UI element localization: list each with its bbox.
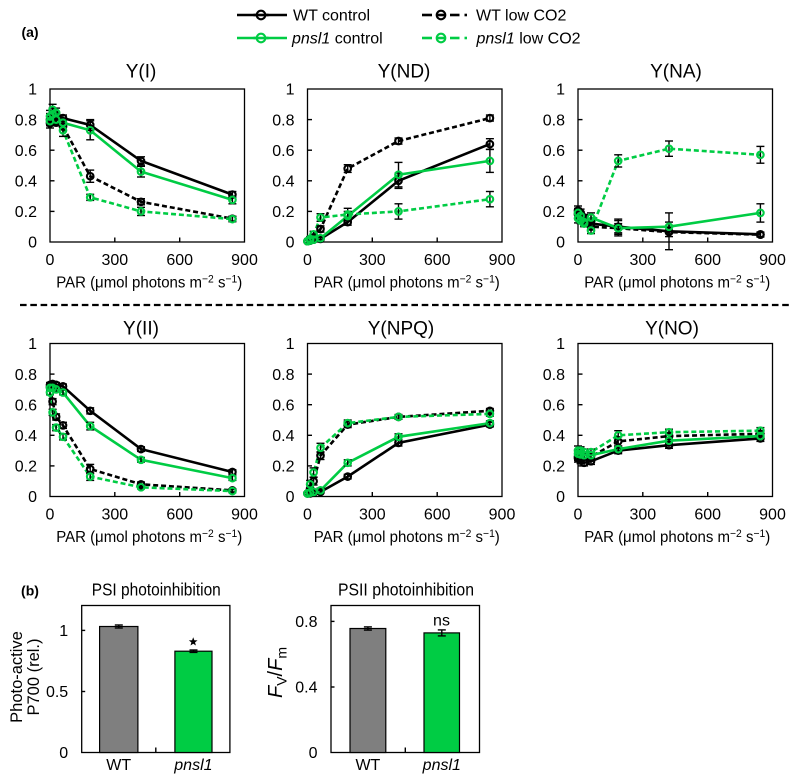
svg-text:900: 900 bbox=[759, 252, 786, 269]
svg-text:300: 300 bbox=[101, 507, 128, 524]
svg-text:ns: ns bbox=[433, 613, 450, 630]
svg-text:Y(NPQ): Y(NPQ) bbox=[368, 319, 435, 340]
svg-text:WT low CO2: WT low CO2 bbox=[476, 8, 566, 25]
svg-text:0.4: 0.4 bbox=[272, 428, 294, 445]
svg-text:PAR (μmol photons m−2 s−1): PAR (μmol photons m−2 s−1) bbox=[314, 528, 500, 546]
svg-text:(a): (a) bbox=[21, 24, 38, 40]
svg-text:600: 600 bbox=[424, 252, 451, 269]
svg-text:0.2: 0.2 bbox=[543, 204, 565, 221]
svg-text:PSII photoinhibition: PSII photoinhibition bbox=[338, 580, 474, 600]
svg-text:(b): (b) bbox=[21, 583, 39, 599]
svg-text:0: 0 bbox=[309, 745, 318, 762]
svg-text:0.8: 0.8 bbox=[543, 112, 565, 129]
svg-text:0.8: 0.8 bbox=[15, 112, 37, 129]
svg-text:0: 0 bbox=[303, 507, 312, 524]
svg-text:600: 600 bbox=[166, 252, 193, 269]
svg-text:WT: WT bbox=[355, 757, 380, 774]
svg-text:0.6: 0.6 bbox=[15, 397, 37, 414]
svg-text:1: 1 bbox=[556, 336, 565, 353]
svg-text:0.2: 0.2 bbox=[272, 459, 294, 476]
svg-text:0: 0 bbox=[46, 507, 55, 524]
svg-text:0.5: 0.5 bbox=[46, 684, 68, 701]
svg-text:Photo-active: Photo-active bbox=[8, 631, 26, 723]
svg-text:900: 900 bbox=[231, 252, 258, 269]
svg-text:Y(I): Y(I) bbox=[126, 62, 157, 83]
svg-text:0.2: 0.2 bbox=[543, 459, 565, 476]
svg-text:Y(NO): Y(NO) bbox=[645, 319, 699, 340]
svg-text:PAR (μmol photons m−2 s−1): PAR (μmol photons m−2 s−1) bbox=[314, 274, 500, 292]
svg-text:300: 300 bbox=[629, 252, 656, 269]
svg-text:WT: WT bbox=[106, 757, 131, 774]
svg-text:0: 0 bbox=[46, 252, 55, 269]
svg-text:1: 1 bbox=[286, 336, 295, 353]
svg-text:0: 0 bbox=[28, 489, 37, 506]
svg-text:0: 0 bbox=[28, 235, 37, 252]
svg-text:Y(NA): Y(NA) bbox=[650, 62, 702, 83]
svg-text:0.4: 0.4 bbox=[272, 174, 294, 191]
svg-text:900: 900 bbox=[759, 507, 786, 524]
svg-text:600: 600 bbox=[694, 252, 721, 269]
svg-text:Y(ND): Y(ND) bbox=[378, 62, 431, 83]
svg-text:0.6: 0.6 bbox=[543, 397, 565, 414]
svg-text:PAR (μmol photons m−2 s−1): PAR (μmol photons m−2 s−1) bbox=[56, 274, 242, 292]
svg-text:0.4: 0.4 bbox=[15, 428, 37, 445]
svg-text:300: 300 bbox=[629, 507, 656, 524]
svg-text:FV/Fm: FV/Fm bbox=[265, 647, 290, 698]
svg-text:0.2: 0.2 bbox=[15, 204, 37, 221]
svg-text:0.2: 0.2 bbox=[272, 204, 294, 221]
svg-text:pnsl1 control: pnsl1 control bbox=[291, 31, 383, 48]
svg-text:0: 0 bbox=[59, 745, 68, 762]
svg-text:1: 1 bbox=[286, 82, 295, 99]
svg-text:0.8: 0.8 bbox=[15, 367, 37, 384]
svg-text:0: 0 bbox=[303, 252, 312, 269]
svg-text:0.6: 0.6 bbox=[272, 143, 294, 160]
svg-text:Y(II): Y(II) bbox=[123, 319, 159, 340]
svg-text:900: 900 bbox=[231, 507, 258, 524]
svg-text:1: 1 bbox=[59, 623, 68, 640]
svg-text:PSI photoinhibition: PSI photoinhibition bbox=[92, 580, 221, 600]
svg-text:0.6: 0.6 bbox=[543, 143, 565, 160]
svg-text:0.4: 0.4 bbox=[543, 174, 565, 191]
svg-text:pnsl1: pnsl1 bbox=[173, 757, 212, 774]
svg-text:600: 600 bbox=[166, 507, 193, 524]
svg-text:0.8: 0.8 bbox=[543, 367, 565, 384]
svg-text:0: 0 bbox=[574, 252, 583, 269]
svg-text:0.8: 0.8 bbox=[295, 614, 317, 631]
svg-text:300: 300 bbox=[101, 252, 128, 269]
svg-text:0: 0 bbox=[286, 489, 295, 506]
svg-text:WT control: WT control bbox=[293, 8, 370, 25]
svg-text:PAR (μmol photons m−2 s−1): PAR (μmol photons m−2 s−1) bbox=[584, 528, 770, 546]
svg-text:0.4: 0.4 bbox=[295, 680, 317, 697]
svg-text:0.8: 0.8 bbox=[272, 112, 294, 129]
svg-text:P700 (rel.): P700 (rel.) bbox=[25, 638, 43, 715]
svg-text:0.8: 0.8 bbox=[272, 367, 294, 384]
svg-text:300: 300 bbox=[359, 252, 386, 269]
svg-text:1: 1 bbox=[28, 336, 37, 353]
svg-text:1: 1 bbox=[556, 82, 565, 99]
svg-text:0: 0 bbox=[286, 235, 295, 252]
svg-text:900: 900 bbox=[489, 507, 516, 524]
svg-text:600: 600 bbox=[424, 507, 451, 524]
svg-text:600: 600 bbox=[694, 507, 721, 524]
svg-text:0: 0 bbox=[556, 235, 565, 252]
svg-text:1: 1 bbox=[28, 82, 37, 99]
svg-text:0.4: 0.4 bbox=[543, 428, 565, 445]
svg-text:PAR (μmol photons m−2 s−1): PAR (μmol photons m−2 s−1) bbox=[56, 528, 242, 546]
svg-text:PAR (μmol photons m−2 s−1): PAR (μmol photons m−2 s−1) bbox=[584, 274, 770, 292]
svg-text:0: 0 bbox=[574, 507, 583, 524]
svg-text:0.4: 0.4 bbox=[15, 174, 37, 191]
svg-text:0.6: 0.6 bbox=[272, 397, 294, 414]
svg-text:900: 900 bbox=[489, 252, 516, 269]
svg-text:pnsl1: pnsl1 bbox=[422, 757, 461, 774]
svg-text:pnsl1 low CO2: pnsl1 low CO2 bbox=[476, 31, 581, 48]
svg-text:0.6: 0.6 bbox=[15, 143, 37, 160]
svg-text:0.2: 0.2 bbox=[15, 459, 37, 476]
svg-text:300: 300 bbox=[359, 507, 386, 524]
svg-text:0: 0 bbox=[556, 489, 565, 506]
